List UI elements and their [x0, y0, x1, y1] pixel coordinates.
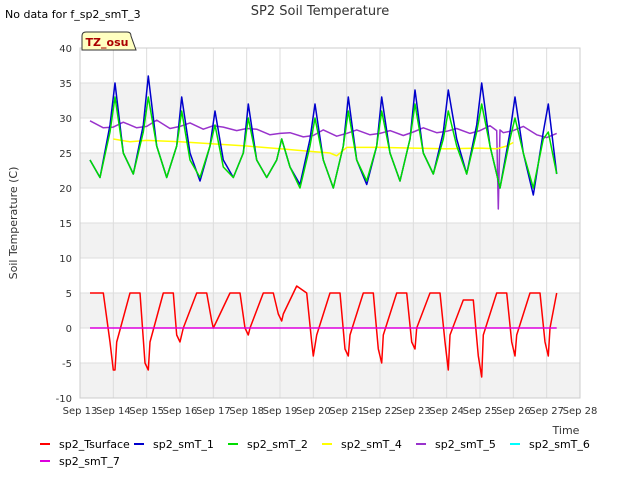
- x-tick-label: Sep 22: [363, 406, 398, 417]
- legend-label: sp2_smT_1: [153, 438, 214, 451]
- plot-band: [80, 223, 580, 258]
- chart-title: SP2 Soil Temperature: [251, 4, 389, 19]
- legend-label: sp2_Tsurface: [59, 438, 130, 451]
- series-line-sp2_smT_2: [89, 96, 558, 189]
- y-tick-label: 40: [59, 44, 72, 55]
- legend: sp2_Tsurface sp2_smT_1 sp2_smT_2 sp2_smT_4 s…: [40, 438, 590, 468]
- plot-band: [80, 293, 580, 328]
- legend-item-sp2_smT_5: sp2_smT_5: [416, 438, 496, 451]
- x-tick-label: Sep 23: [396, 406, 431, 417]
- plot-band: [80, 363, 580, 398]
- y-tick-label: 0: [66, 324, 72, 335]
- y-tick-label: 10: [59, 254, 72, 265]
- y-tick-label: -10: [56, 394, 72, 405]
- y-tick-label: 25: [59, 149, 72, 160]
- x-tick-label: Sep 16: [163, 406, 198, 417]
- plot-bands: [80, 83, 580, 398]
- x-tick-label: Sep 13: [63, 406, 98, 417]
- y-tick-label: -5: [62, 359, 72, 370]
- y-tick-labels: -10 -5 0 5 10 15 20 25 30 35 40: [56, 44, 72, 405]
- x-tick-label: Sep 25: [463, 406, 498, 417]
- y-axis-label: Soil Temperature (C): [7, 167, 20, 280]
- tz-badge-label: TZ_osu: [86, 36, 129, 49]
- legend-item-sp2_Tsurface: sp2_Tsurface: [40, 438, 130, 451]
- y-tick-label: 15: [59, 219, 72, 230]
- x-tick-label: Sep 15: [129, 406, 164, 417]
- x-tick-label: Sep 21: [329, 406, 364, 417]
- legend-item-sp2_smT_1: sp2_smT_1: [134, 438, 214, 451]
- legend-label: sp2_smT_7: [59, 455, 120, 468]
- series-lines: [89, 75, 558, 378]
- legend-item-sp2_smT_4: sp2_smT_4: [322, 438, 402, 451]
- legend-item-sp2_smT_2: sp2_smT_2: [228, 438, 308, 451]
- legend-item-sp2_smT_6: sp2_smT_6: [510, 438, 590, 451]
- series-line-sp2_Tsurface: [90, 285, 558, 378]
- legend-label: sp2_smT_5: [435, 438, 496, 451]
- x-tick-label: Sep 20: [296, 406, 331, 417]
- no-data-note: No data for f_sp2_smT_3: [5, 8, 141, 21]
- tz-badge: TZ_osu: [81, 31, 137, 51]
- x-tick-label: Sep 27: [529, 406, 564, 417]
- x-tick-label: Sep 14: [96, 406, 131, 417]
- legend-label: sp2_smT_4: [341, 438, 402, 451]
- x-tick-label: Sep 17: [196, 406, 231, 417]
- plot-border: [79, 47, 581, 399]
- y-tick-label: 5: [66, 289, 72, 300]
- x-tick-label: Sep 28: [563, 406, 598, 417]
- y-tick-label: 35: [59, 79, 72, 90]
- legend-label: sp2_smT_6: [529, 438, 590, 451]
- series-line-sp2_smT_5: [89, 119, 557, 210]
- y-tick-label: 30: [59, 114, 72, 125]
- x-tick-label: Sep 18: [229, 406, 264, 417]
- y-tick-label: 20: [59, 184, 72, 195]
- series-line-sp2_smT_4: [113, 138, 514, 157]
- x-tick-label: Sep 26: [496, 406, 531, 417]
- x-tick-label: Sep 24: [429, 406, 464, 417]
- plot-band: [80, 83, 580, 118]
- legend-label: sp2_smT_2: [247, 438, 308, 451]
- legend-item-sp2_smT_7: sp2_smT_7: [40, 455, 120, 468]
- x-axis-label: Time: [552, 424, 580, 437]
- x-tick-label: Sep 19: [263, 406, 298, 417]
